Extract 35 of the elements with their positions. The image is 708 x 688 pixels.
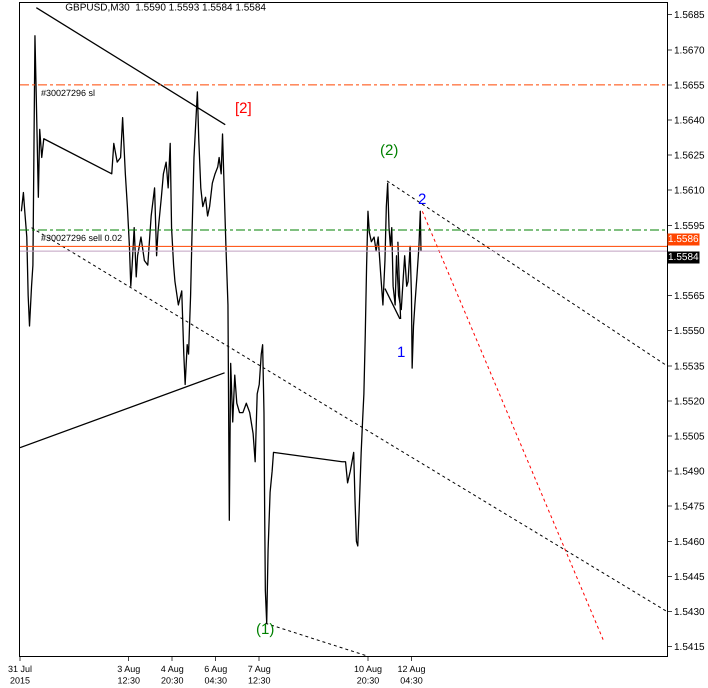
ref-line-label: 1.5584 [668,252,700,263]
y-tick-label: 1.5535 [674,361,706,372]
x-tick-label: 12 Aug 04:30 [397,664,426,686]
annotation: [2] [235,100,252,117]
annotation: (2) [380,142,398,159]
y-tick-label: 1.5445 [674,572,706,583]
x-tick-label: 7 Aug 12:30 [248,664,271,686]
y-tick-label: 1.5505 [674,431,706,442]
annotation: 1 [397,344,406,361]
annotation: (1) [256,621,274,638]
x-tick-label: 4 Aug 20:30 [160,664,184,686]
x-tick-label: 6 Aug 04:30 [204,664,228,686]
y-tick-label: 1.5475 [674,502,706,513]
y-tick-label: 1.5415 [674,642,706,654]
y-tick-label: 1.5490 [674,466,706,478]
y-tick-label: 1.5550 [674,326,706,338]
y-tick-label: 1.5565 [674,291,706,302]
y-tick-label: 1.5655 [674,80,706,92]
chart-title: GBPUSD,M30 1.5590 1.5593 1.5584 1.5584 [65,2,266,14]
x-tick-label: 31 Jul 2015 [8,664,32,686]
y-tick-label: 1.5520 [674,396,706,408]
y-tick-label: 1.5670 [674,45,706,56]
y-tick-label: 1.5640 [674,116,706,127]
y-tick-label: 1.5595 [674,220,706,232]
y-tick-label: 1.5610 [674,186,706,197]
x-tick-label: 3 Aug 12:30 [117,664,140,686]
ref-line-label: #30027296 sell 0.02 [41,233,122,243]
ref-line-label: 1.5586 [668,234,700,245]
x-tick-label: 10 Aug 20:30 [354,664,382,686]
y-tick-label: 1.5685 [674,10,706,22]
ref-line-label: #30027296 sl [41,88,96,98]
y-tick-label: 1.5625 [674,150,706,162]
y-tick-label: 1.5460 [674,536,706,548]
annotation: 2 [418,191,426,208]
y-tick-label: 1.5430 [674,607,706,618]
